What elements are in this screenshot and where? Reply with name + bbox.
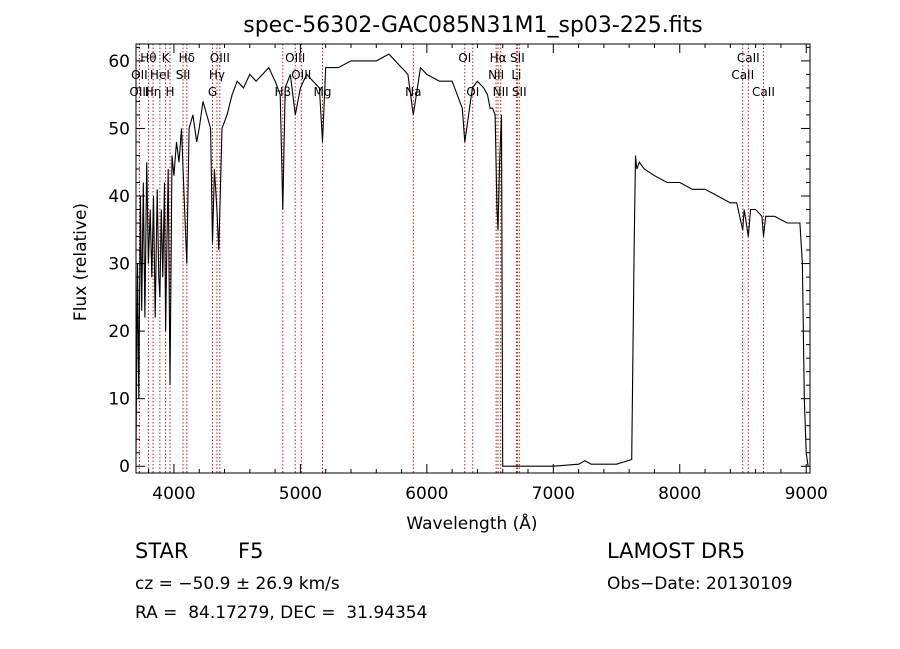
axis-ticks: 4000 5000 6000 7000 8000 9000 0 10 20 30 40 50 60	[108, 44, 828, 504]
redshift-velocity: cz = −50.9 ± 26.9 km/s	[135, 574, 340, 594]
spectral-line-label: K	[162, 51, 171, 65]
x-tick-label: 5000	[279, 484, 322, 504]
x-tick-label: 7000	[532, 484, 575, 504]
spectral-line-label: HeI	[150, 68, 170, 82]
chart-title: spec-56302-GAC085N31M1_sp03-225.fits	[243, 13, 703, 38]
spectral-line-label: OIII	[291, 68, 311, 82]
spectral-line-label: CaII	[731, 68, 754, 82]
spectral-line-label: Hθ	[140, 51, 156, 65]
spectral-line-label: SII	[510, 51, 525, 65]
spectral-line-label: Hγ	[209, 68, 225, 82]
spectral-line-label: SII	[176, 68, 191, 82]
spectral-line-label: Hη	[145, 85, 162, 99]
spectral-line-label: OI	[458, 51, 471, 65]
x-tick-label: 6000	[405, 484, 448, 504]
spectral-line-label: Na	[405, 85, 421, 99]
y-tick-label: 60	[108, 52, 130, 72]
y-tick-label: 40	[108, 187, 130, 207]
spectrum-series-line	[135, 53, 809, 467]
x-axis-label: Wavelength (Å)	[406, 512, 537, 534]
spectral-line-label: CaII	[752, 85, 775, 99]
x-tick-label: 9000	[785, 484, 828, 504]
spectral-line-label: Hα	[490, 51, 507, 65]
spectral-line-label: Hβ	[274, 85, 291, 99]
spectral-line-label: NII	[488, 68, 504, 82]
spectral-line-label: Mg	[314, 85, 332, 99]
spectral-line-labels: HθOIIOIIIKHeIHηHδSIIHOIIIHγGOIIIHβOIIIMg…	[129, 51, 774, 99]
spectral-line-markers	[138, 44, 764, 473]
observation-date: Obs−Date: 20130109	[607, 574, 793, 594]
ra-dec-coordinates: RA = 84.17279, DEC = 31.94354	[135, 603, 428, 623]
spectral-line-label: OIII	[210, 51, 230, 65]
y-tick-label: 50	[108, 119, 130, 139]
object-type: STAR	[135, 539, 189, 563]
spectral-line-label: NII	[493, 85, 509, 99]
spectral-line-label: OIII	[129, 85, 149, 99]
spectral-line-label: OIII	[285, 51, 305, 65]
object-subclass: F5	[238, 539, 264, 563]
spectral-line-label: OII	[131, 68, 148, 82]
x-tick-label: 8000	[658, 484, 701, 504]
spectral-line-label: H	[166, 85, 175, 99]
x-tick-label: 4000	[152, 484, 195, 504]
survey-label: LAMOST DR5	[607, 539, 746, 563]
spectral-line-label: CaII	[737, 51, 760, 65]
y-tick-label: 0	[119, 457, 130, 477]
spectral-line-label: SII	[512, 85, 527, 99]
y-tick-label: 20	[108, 322, 130, 342]
plot-frame	[135, 43, 811, 474]
y-tick-label: 10	[108, 390, 130, 410]
spectral-line-label: Hδ	[179, 51, 195, 65]
y-tick-label: 30	[108, 255, 130, 275]
spectral-line-label: G	[208, 85, 217, 99]
y-axis-label: Flux (relative)	[71, 203, 91, 321]
spectral-line-label: OI	[466, 85, 479, 99]
spectral-line-label: Li	[511, 68, 521, 82]
